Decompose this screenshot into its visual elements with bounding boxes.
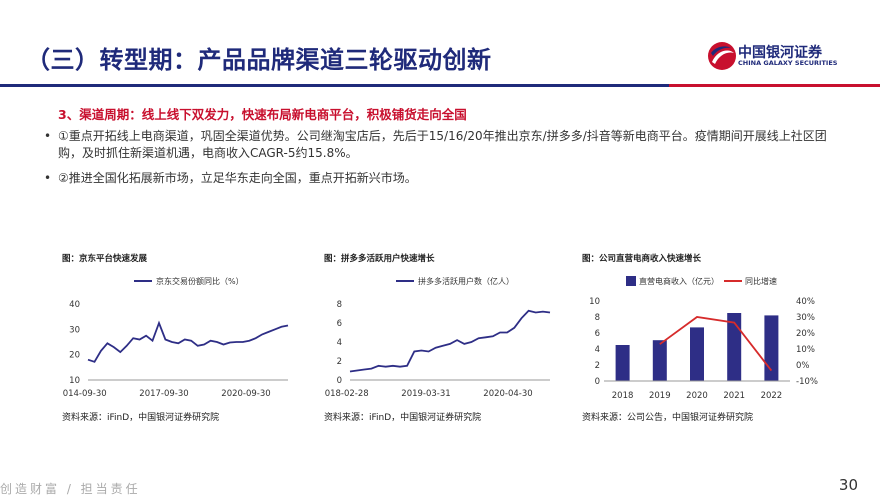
y-tick-label: 30 (69, 325, 80, 335)
growth-line (659, 316, 773, 372)
x-tick-label: 2021 (723, 391, 745, 401)
y2-tick-label: 20% (796, 329, 815, 339)
x-tick-label: 2014-09-30 (62, 389, 107, 399)
x-tick-label: 2018 (612, 391, 634, 401)
series-line (87, 320, 289, 363)
bar (615, 345, 630, 381)
y-tick-label: 0 (595, 377, 600, 387)
x-tick-label: 2019 (649, 391, 671, 401)
y2-tick-label: 0% (796, 361, 810, 371)
bullet-dot-icon: • (44, 129, 52, 143)
y-tick-label: 10 (589, 297, 600, 307)
legend-label: 直营电商收入（亿元） (639, 276, 719, 286)
y2-tick-label: -10% (796, 377, 818, 387)
x-tick-label: 2020-09-30 (221, 389, 270, 399)
legend-label: 拼多多活跃用户数（亿人） (418, 276, 514, 286)
x-tick-label: 2022 (761, 391, 783, 401)
y-tick-label: 20 (69, 351, 80, 361)
chart-panel-pdd: 图：拼多多活跃用户快速增长 拼多多活跃用户数（亿人） 0 2 4 6 8 2018-02-2… (324, 252, 564, 423)
chart-panel-ecommerce: 图：公司直营电商收入快速增长 直营电商收入（亿元） 同比增速 0 2 4 6 8 10 -10%… (582, 252, 844, 423)
chart-title: 图：拼多多活跃用户快速增长 (324, 254, 435, 264)
y2-tick-label: 30% (796, 313, 815, 323)
chart-source: 资料来源：iFinD，中国银河证券研究院 (62, 413, 220, 423)
y-tick-label: 4 (595, 345, 600, 355)
y-tick-label: 2 (595, 361, 600, 371)
page-number: 30 (838, 476, 858, 494)
chart-title: 图：公司直营电商收入快速增长 (582, 254, 702, 264)
logo-text-cn: 中国银河证券 (738, 45, 822, 61)
bullet-item: • ①重点开拓线上电商渠道，巩固全渠道优势。公司继淘宝店后，先后于15/16/2… (44, 128, 838, 162)
bullet-text: ②推进全国化拓展新市场，立足华东走向全国，重点开拓新兴市场。 (58, 171, 417, 185)
y-tick-label: 6 (337, 319, 342, 329)
legend-label: 京东交易份额同比（%） (156, 276, 244, 286)
y-tick-label: 40 (69, 300, 80, 310)
logo-mark-icon (708, 42, 736, 70)
bullet-dot-icon: • (44, 171, 52, 185)
legend-label: 同比增速 (745, 276, 777, 286)
company-logo: 中国银河证券 CHINA GALAXY SECURITIES (707, 40, 837, 72)
y-tick-label: 0 (337, 376, 342, 386)
chart-source: 资料来源：iFinD，中国银河证券研究院 (324, 413, 482, 423)
bar (727, 313, 742, 381)
series-line (349, 309, 551, 373)
bar (690, 327, 704, 381)
y-tick-label: 4 (337, 338, 342, 348)
legend-swatch (626, 276, 636, 286)
x-tick-label: 2018-02-28 (324, 389, 369, 399)
chart-title: 图：京东平台快速发展 (62, 254, 148, 264)
x-tick-label: 2020 (686, 391, 708, 401)
x-tick-label: 2019-03-31 (401, 389, 450, 399)
y-tick-label: 10 (69, 376, 80, 386)
bullet-item: • ②推进全国化拓展新市场，立足华东走向全国，重点开拓新兴市场。 (44, 170, 838, 187)
slide-title: （三）转型期：产品品牌渠道三轮驱动创新 (26, 46, 492, 74)
chart-ecommerce-revenue: 直营电商收入（亿元） 同比增速 0 2 4 6 8 10 -10% 0% 10% 20% 30% 40% 2… (589, 276, 818, 401)
chart-panel-jd: 图：京东平台快速发展 京东交易份额同比（%） 10 20 30 40 2014-09-30… (62, 252, 302, 423)
y2-tick-label: 10% (796, 345, 815, 355)
y-tick-label: 2 (337, 357, 342, 367)
logo-text-en: CHINA GALAXY SECURITIES (738, 59, 838, 67)
bar (764, 315, 779, 381)
y-tick-label: 6 (595, 329, 600, 339)
chart-pdd-users: 拼多多活跃用户数（亿人） 0 2 4 6 8 2018-02-28 2019-03-31 202… (324, 276, 551, 399)
chart-jd-share: 京东交易份额同比（%） 10 20 30 40 2014-09-30 2017-09-30 2… (62, 276, 289, 399)
x-tick-label: 2017-09-30 (139, 389, 188, 399)
footer-slogan: 创造财富 / 担当责任 (0, 482, 141, 496)
bar (652, 340, 667, 381)
y-tick-label: 8 (595, 313, 600, 323)
title-divider (0, 84, 880, 87)
x-tick-label: 2020-04-30 (483, 389, 532, 399)
section-heading: 3、渠道周期：线上线下双发力，快速布局新电商平台，积极铺货走向全国 (58, 107, 467, 122)
bullet-text: ①重点开拓线上电商渠道，巩固全渠道优势。公司继淘宝店后，先后于15/16/20年… (58, 129, 827, 160)
y-tick-label: 8 (337, 300, 342, 310)
y2-tick-label: 40% (796, 297, 815, 307)
chart-source: 资料来源：公司公告，中国银河证券研究院 (582, 413, 754, 423)
